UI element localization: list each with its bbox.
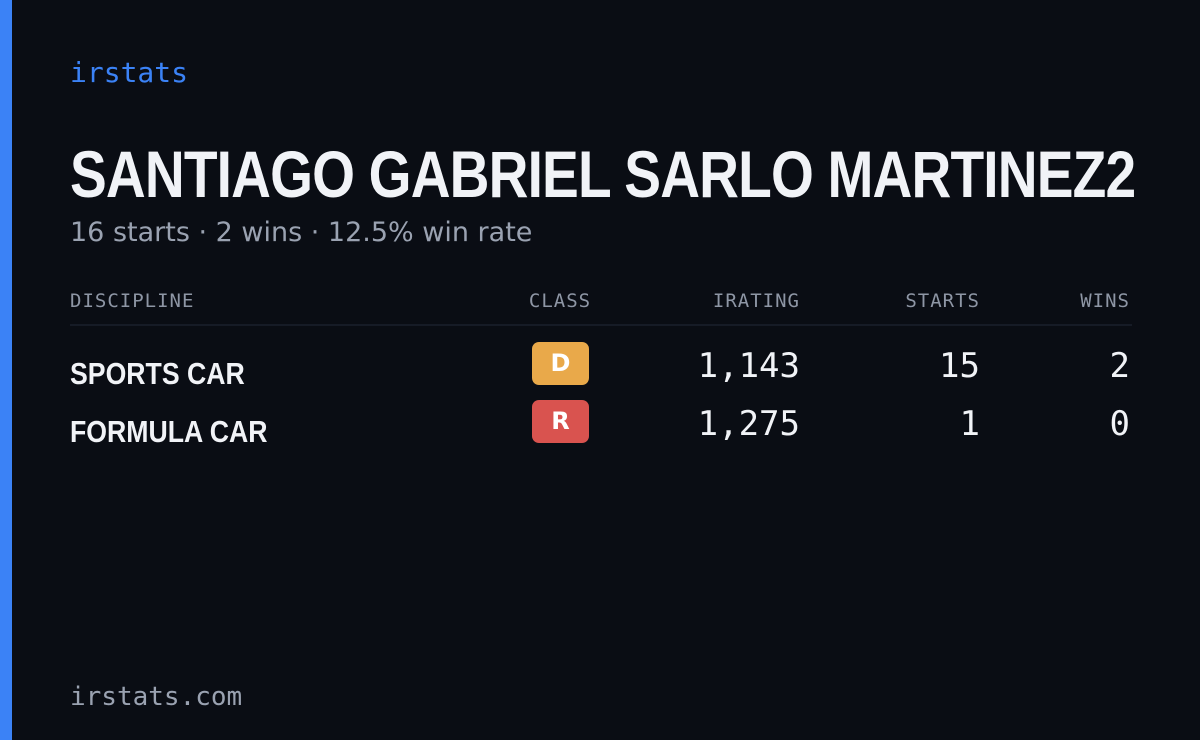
header-wins: WINS — [1080, 290, 1130, 312]
table-row: FORMULA CAR R 1,275 1 0 — [0, 400, 1200, 458]
header-irating: IRATING — [712, 290, 800, 312]
brand-logo[interactable]: irstats — [70, 56, 189, 89]
footer-url[interactable]: irstats.com — [70, 682, 243, 712]
driver-name: SANTIAGO GABRIEL SARLO MARTINEZ2 — [70, 137, 1136, 211]
discipline-name: FORMULA CAR — [70, 414, 268, 449]
accent-bar — [0, 0, 12, 740]
class-badge: D — [532, 342, 589, 385]
wins-value: 0 — [1109, 404, 1130, 444]
wins-value: 2 — [1109, 346, 1130, 386]
header-starts: STARTS — [905, 290, 980, 312]
class-badge: R — [532, 400, 589, 443]
discipline-name: SPORTS CAR — [70, 356, 245, 391]
starts-value: 15 — [939, 346, 980, 386]
header-class: CLASS — [528, 290, 592, 312]
starts-value: 1 — [959, 404, 980, 444]
table-row: SPORTS CAR D 1,143 15 2 — [0, 342, 1200, 400]
driver-summary: 16 starts · 2 wins · 12.5% win rate — [70, 217, 533, 248]
header-discipline: DISCIPLINE — [70, 290, 195, 312]
irating-value: 1,275 — [697, 404, 800, 444]
irating-value: 1,143 — [697, 346, 800, 386]
header-divider — [70, 324, 1132, 326]
